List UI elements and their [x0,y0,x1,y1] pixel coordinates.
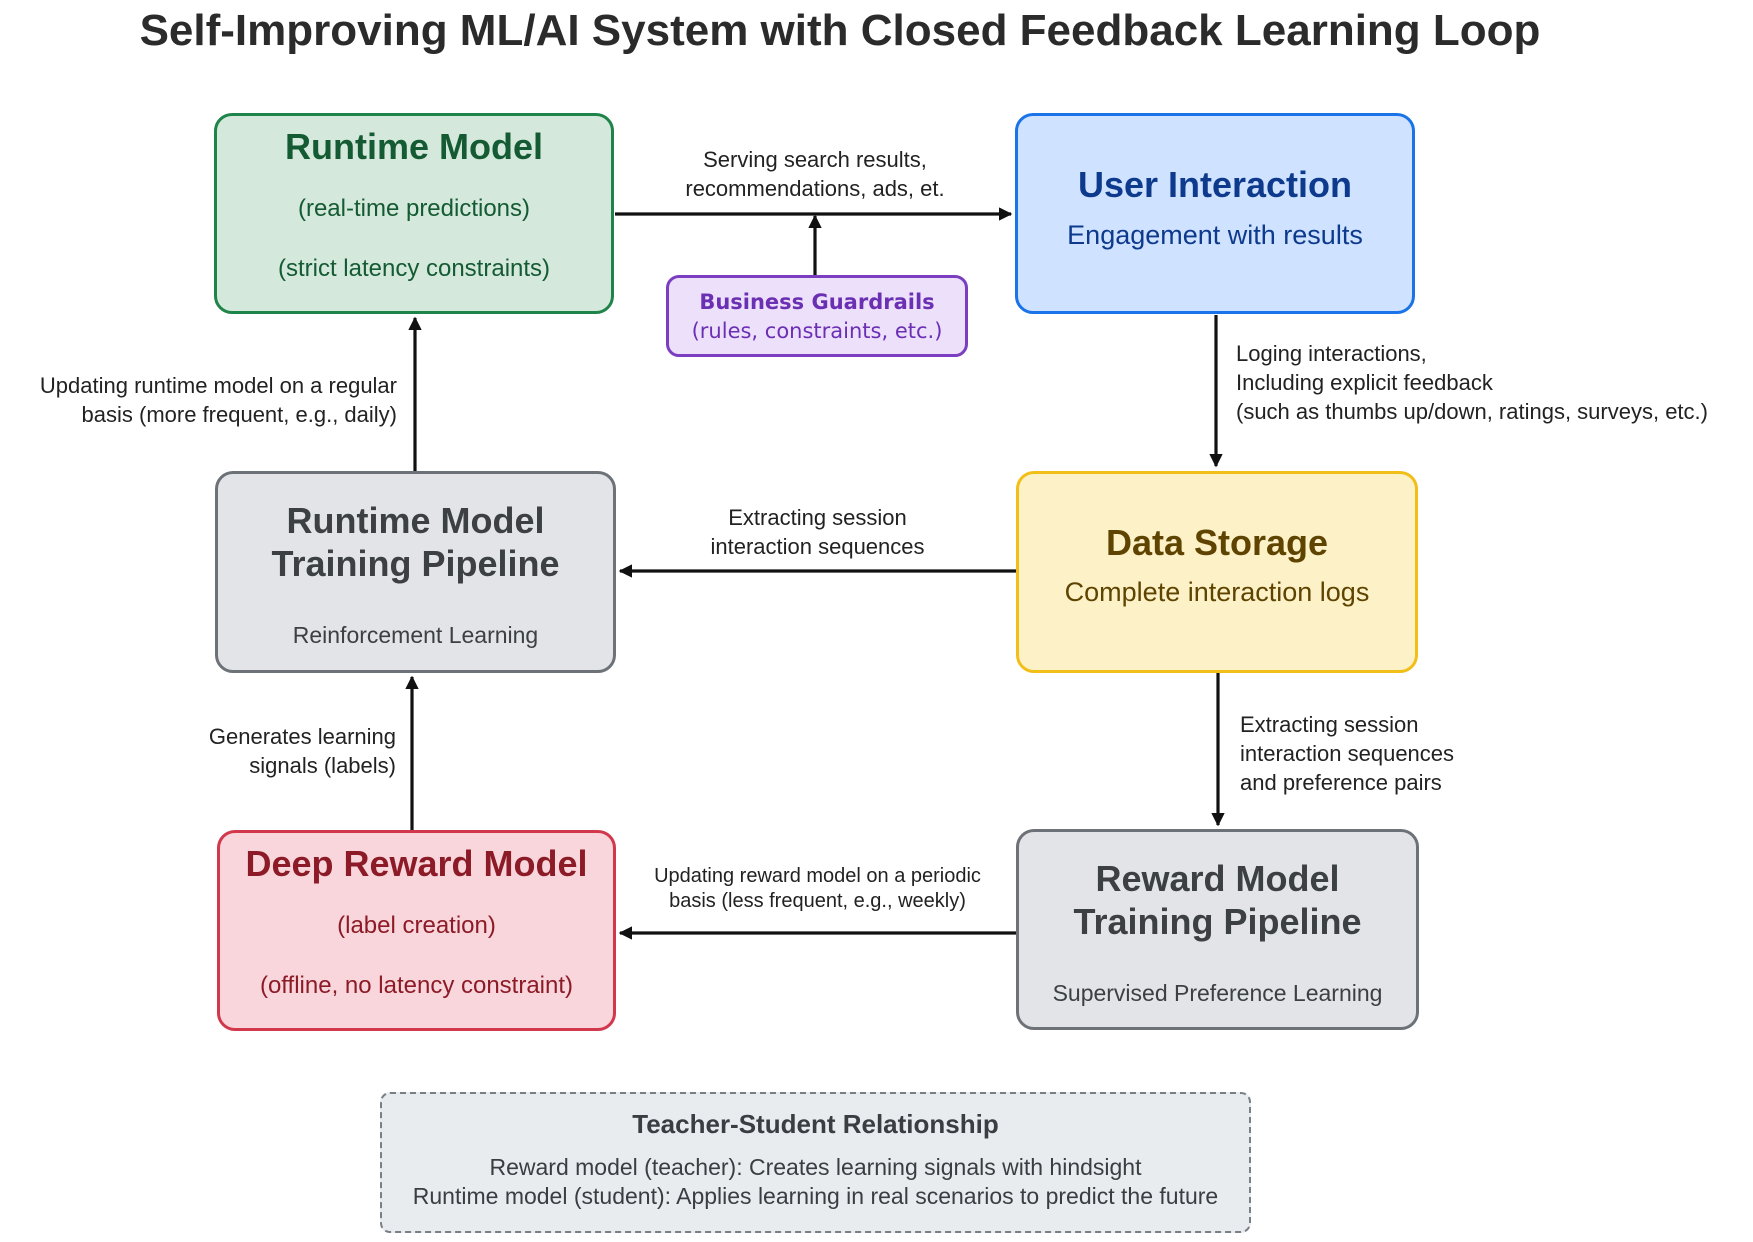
update-runtime-label-line: Updating runtime model on a regular [39,373,397,398]
runtime-model-line2: (strict latency constraints) [277,255,551,282]
deep-reward-line1: (label creation) [337,912,496,939]
data-storage-subtitle: Complete interaction logs [1064,577,1370,607]
note-title: Teacher-Student Relationship [632,1109,999,1139]
extract-runtime-label-line: interaction sequences [710,534,925,559]
runtime-model-node: Runtime Model (real-time predictions) (s… [214,113,614,314]
user-interaction-subtitle: Engagement with results [1067,220,1363,250]
reward-pipeline-subtitle: Supervised Preference Learning [1052,980,1383,1006]
deep-reward-title: Deep Reward Model [245,843,588,884]
extract-reward-label: Extracting session interaction sequences… [1240,710,1454,797]
logging-label-line: Loging interactions, [1236,341,1427,366]
runtime-model-line1: (real-time predictions) [297,195,531,222]
runtime-training-pipeline-node: Runtime Model Training Pipeline Reinforc… [215,471,616,673]
extract-reward-label-line: interaction sequences [1240,741,1455,766]
runtime-pipeline-subtitle: Reinforcement Learning [292,622,539,648]
deep-reward-model-node: Deep Reward Model (label creation) (offl… [217,830,616,1031]
serving-label: Serving search results, recommendations,… [655,145,975,203]
logging-label: Loging interactions, Including explicit … [1236,339,1708,426]
business-guardrails-subtitle: (rules, constraints, etc.) [691,319,943,343]
extract-reward-label-line: Extracting session [1240,712,1419,737]
generate-signals-label-line: signals (labels) [249,753,396,778]
deep-reward-line2: (offline, no latency constraint) [259,972,574,999]
serving-label-line: Serving search results, [703,147,927,172]
generate-signals-label-line: Generates learning [208,724,396,749]
note-line2: Runtime model (student): Applies learnin… [412,1183,1219,1209]
extract-runtime-label: Extracting session interaction sequences [660,503,975,561]
logging-label-line: Including explicit feedback [1236,370,1493,395]
update-reward-label-line: Updating reward model on a periodic [654,865,981,887]
logging-label-line: (such as thumbs up/down, ratings, survey… [1236,399,1708,424]
reward-pipeline-title-line2: Training Pipeline [1073,901,1362,942]
runtime-model-title: Runtime Model [285,126,543,167]
update-reward-label-line: basis (less frequent, e.g., weekly) [669,890,966,912]
user-interaction-node: User Interaction Engagement with results [1015,113,1415,314]
business-guardrails-title: Business Guardrails [699,290,935,314]
update-runtime-label: Updating runtime model on a regular basi… [0,371,397,429]
update-reward-label: Updating reward model on a periodic basi… [630,864,1005,914]
teacher-student-note: Teacher-Student Relationship Reward mode… [380,1092,1251,1233]
note-line1: Reward model (teacher): Creates learning… [489,1154,1142,1180]
reward-training-pipeline-node: Reward Model Training Pipeline Supervise… [1016,829,1419,1030]
user-interaction-title: User Interaction [1077,164,1353,205]
reward-pipeline-title-line1: Reward Model [1095,858,1340,899]
data-storage-title: Data Storage [1105,522,1329,563]
data-storage-node: Data Storage Complete interaction logs [1016,471,1418,673]
update-runtime-label-line: basis (more frequent, e.g., daily) [81,402,397,427]
extract-runtime-label-line: Extracting session [728,505,907,530]
business-guardrails-node: Business Guardrails (rules, constraints,… [666,275,968,357]
runtime-pipeline-title-line2: Training Pipeline [271,543,560,584]
serving-label-line: recommendations, ads, et. [685,176,945,201]
runtime-pipeline-title-line1: Runtime Model [286,500,545,541]
extract-reward-label-line: and preference pairs [1240,770,1442,795]
generate-signals-label: Generates learning signals (labels) [100,722,396,780]
diagram-title: Self-Improving ML/AI System with Closed … [139,6,1541,55]
